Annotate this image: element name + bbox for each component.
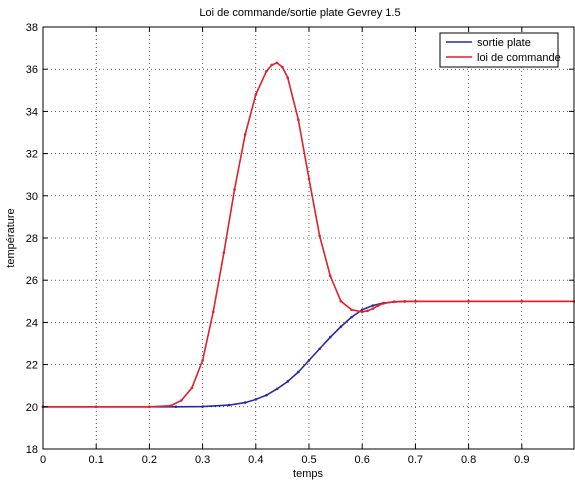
data-point-loi-de-commande	[382, 302, 385, 305]
data-point-sortie-plate	[265, 393, 268, 397]
series-layer	[41, 61, 575, 409]
data-point-sortie-plate	[254, 398, 258, 401]
data-point-loi-de-commande	[169, 404, 172, 408]
data-point-loi-de-commande	[286, 76, 290, 79]
data-point-loi-de-commande	[243, 133, 247, 136]
legend-label-sortie-plate: sortie plate	[477, 37, 531, 49]
data-point-sortie-plate	[339, 325, 343, 328]
data-point-loi-de-commande	[307, 177, 311, 181]
data-point-loi-de-commande	[281, 65, 284, 69]
data-point-sortie-plate	[243, 401, 247, 404]
data-point-loi-de-commande	[318, 234, 321, 238]
data-point-loi-de-commande	[371, 307, 375, 310]
series-line-loi-de-commande	[43, 62, 575, 408]
x-tick-label: 0.2	[142, 454, 157, 466]
y-tick-label: 28	[26, 233, 38, 245]
x-tick-label: 0.1	[89, 454, 104, 466]
y-tick-label: 18	[26, 444, 38, 456]
x-tick-label: 0.4	[248, 454, 263, 466]
data-point-sortie-plate	[350, 315, 353, 319]
y-axis: 18 20 22 24 26 28 30 32 34 36 38	[26, 22, 574, 456]
plot-frame	[42, 26, 575, 450]
x-tick-label: 0.8	[461, 454, 476, 466]
x-tick-label: 0.3	[195, 454, 210, 466]
data-point-sortie-plate	[275, 387, 279, 391]
data-point-loi-de-commande	[376, 304, 380, 307]
x-tick-label: 0.5	[301, 454, 316, 466]
data-point-sortie-plate	[371, 304, 375, 307]
x-axis-label: temps	[293, 468, 323, 480]
y-tick-label: 36	[26, 64, 38, 76]
x-tick-label: 0	[40, 454, 46, 466]
data-point-sortie-plate	[201, 405, 204, 408]
legend-label-loi-de-commande: loi de commande	[477, 52, 561, 64]
data-point-sortie-plate	[297, 370, 300, 374]
x-tick-label: 0.9	[514, 454, 529, 466]
data-point-loi-de-commande	[254, 93, 258, 96]
data-point-loi-de-commande	[265, 70, 268, 73]
data-point-loi-de-commande	[270, 63, 274, 67]
data-point-loi-de-commande	[467, 300, 470, 303]
data-point-loi-de-commande	[201, 359, 204, 362]
legend: sortie plate loi de commande	[439, 32, 561, 68]
chart-title: Loi de commande/sortie plate Gevrey 1.5	[199, 7, 400, 19]
data-point-sortie-plate	[307, 359, 311, 362]
data-point-loi-de-commande	[233, 188, 236, 191]
data-point-loi-de-commande	[190, 386, 194, 390]
y-tick-label: 24	[26, 317, 38, 329]
y-tick-label: 32	[26, 149, 38, 161]
data-point-sortie-plate	[328, 335, 332, 339]
data-point-sortie-plate	[318, 347, 321, 351]
legend-box	[439, 32, 559, 68]
data-point-loi-de-commande	[297, 118, 300, 122]
data-point-sortie-plate	[227, 403, 231, 407]
data-point-loi-de-commande	[520, 300, 524, 303]
data-point-loi-de-commande	[392, 300, 396, 304]
grid	[43, 27, 575, 449]
series-line-sortie-plate	[43, 300, 575, 408]
data-point-loi-de-commande	[328, 274, 332, 278]
data-point-loi-de-commande	[360, 310, 364, 314]
x-axis: 0 0.1 0.2 0.3 0.4 0.5 0.6 0.7 0.8 0.9	[40, 27, 529, 466]
y-axis-label: température	[5, 208, 17, 267]
y-tick-label: 38	[26, 22, 38, 34]
x-tick-label: 0.7	[408, 454, 423, 466]
y-tick-label: 34	[26, 106, 38, 118]
data-point-loi-de-commande	[275, 61, 279, 65]
y-tick-label: 26	[26, 275, 38, 287]
data-point-loi-de-commande	[211, 310, 215, 314]
x-tick-label: 0.6	[355, 454, 370, 466]
data-point-loi-de-commande	[222, 251, 226, 255]
data-point-loi-de-commande	[148, 405, 151, 409]
data-point-loi-de-commande	[366, 309, 369, 313]
data-point-loi-de-commande	[350, 308, 353, 312]
data-point-loi-de-commande	[414, 300, 417, 303]
data-point-sortie-plate	[360, 308, 364, 312]
data-point-loi-de-commande	[94, 405, 98, 409]
data-point-loi-de-commande	[339, 300, 343, 303]
data-point-loi-de-commande	[403, 300, 407, 303]
y-tick-label: 22	[26, 360, 38, 372]
data-point-sortie-plate	[286, 380, 290, 383]
data-point-sortie-plate	[174, 405, 178, 409]
y-tick-label: 30	[26, 191, 38, 203]
data-point-loi-de-commande	[180, 399, 183, 402]
y-tick-label: 20	[26, 402, 38, 414]
